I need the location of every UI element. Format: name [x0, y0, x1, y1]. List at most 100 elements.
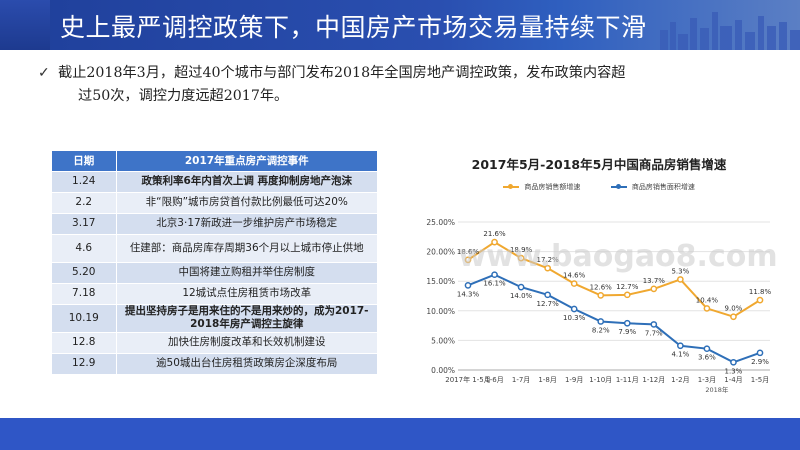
y-tick-label: 15.00% — [426, 277, 455, 286]
footer-bar — [0, 418, 800, 450]
y-tick-label: 5.00% — [431, 336, 455, 345]
x-tick-label: 1-3月 — [698, 376, 716, 384]
legend-item-sales-area: 商品房销售面积增速 — [610, 182, 695, 192]
y-tick-label: 0.00% — [431, 366, 455, 375]
data-label: 12.7% — [537, 300, 560, 308]
data-label: 17.2% — [537, 256, 560, 264]
data-point — [756, 296, 764, 304]
data-label: 9.0% — [725, 305, 743, 313]
data-label: 18.9% — [510, 246, 533, 254]
data-point — [544, 291, 551, 299]
x-tick-label: 1-6月 — [485, 376, 503, 384]
row-event: 加快住房制度改革和长效机制建设 — [116, 331, 378, 353]
row-date: 2.2 — [52, 191, 117, 213]
row-event: 住建部：商品房库存周期36个月以上城市停止供地 — [116, 233, 378, 262]
data-point — [623, 291, 631, 299]
data-point — [623, 319, 631, 327]
column-header-event: 2017年重点房产调控事件 — [116, 151, 378, 171]
data-label: 1.3% — [725, 367, 743, 375]
x-tick-label: 1-8月 — [538, 376, 556, 384]
legend-swatch-blue — [610, 184, 627, 189]
data-point — [570, 280, 578, 287]
row-event: 政策利率6年内首次上调 再度抑制房地产泡沫 — [116, 170, 378, 192]
table-row: 12.8 加快住房制度改革和长效机制建设 — [52, 331, 378, 353]
watermark-text: www.baogao8.com — [458, 239, 777, 274]
x-tick-label: 1-12月 — [642, 376, 665, 384]
data-point — [650, 285, 658, 293]
data-label: 18.6% — [457, 248, 480, 256]
series-line-1 — [467, 273, 761, 364]
x-tick-label: 1-10月 — [589, 376, 612, 384]
data-point — [464, 281, 472, 289]
row-date: 12.8 — [52, 331, 117, 353]
row-date: 12.9 — [52, 352, 117, 374]
data-point — [570, 305, 578, 313]
table-row: 10.19 提出坚持房子是用来住的不是用来炒的，成为2017-2018年房产调控主… — [52, 303, 378, 332]
data-label: 7.9% — [618, 328, 636, 336]
summary-line-1: 截止2018年3月，超过40个城市与部门发布2018年全国房地产调控政策，发布政… — [58, 65, 626, 81]
legend-label: 商品房销售额增速 — [524, 183, 581, 191]
data-label: 11.8% — [749, 288, 772, 296]
table-header-row: 日期 2017年重点房产调控事件 — [52, 151, 378, 171]
table-row: 12.9 逾50城出台住房租赁政策房企深度布局 — [52, 352, 378, 374]
table-row: 1.24 政策利率6年内首次上调 再度抑制房地产泡沫 — [52, 170, 378, 192]
x-group-label: 2018年 — [705, 385, 729, 394]
table-row: 7.18 12城试点住房租赁市场改革 — [52, 282, 378, 304]
data-label: 8.2% — [592, 326, 610, 334]
data-point — [464, 256, 472, 264]
row-date: 3.17 — [52, 212, 117, 234]
data-label: 13.7% — [643, 277, 666, 285]
checkmark-icon: ✓ — [38, 65, 50, 81]
x-tick-label: 1-11月 — [616, 376, 639, 384]
x-tick-label: 1-2月 — [671, 376, 689, 384]
data-point — [703, 305, 711, 312]
y-tick-label: 20.00% — [426, 248, 455, 257]
row-date: 4.6 — [52, 233, 117, 262]
data-point — [730, 313, 737, 321]
data-label: 4.1% — [671, 351, 689, 359]
data-label: 10.4% — [696, 296, 719, 304]
header-accent — [0, 0, 50, 50]
header-banner: 史上最严调控政策下，中国房产市场交易量持续下滑 — [0, 0, 800, 50]
table-body: 1.24 政策利率6年内首次上调 再度抑制房地产泡沫 2.2 非“限购”城市房贷首付款… — [52, 170, 378, 374]
data-point — [544, 264, 551, 272]
data-label: 21.6% — [483, 230, 506, 238]
series-line-0 — [467, 240, 761, 318]
legend-swatch-orange — [503, 184, 520, 189]
data-point — [677, 342, 684, 350]
table-row: 5.20 中国将建立购租并举住房制度 — [52, 261, 378, 283]
data-point — [730, 358, 737, 366]
data-point — [517, 254, 525, 262]
row-date: 5.20 — [52, 261, 117, 283]
table-row: 2.2 非“限购”城市房贷首付款比例最低可达20% — [52, 191, 378, 213]
page-title: 史上最严调控政策下，中国房产市场交易量持续下滑 — [60, 13, 647, 42]
data-point — [703, 345, 711, 353]
column-header-date: 日期 — [52, 151, 117, 171]
chart-title: 2017年5月-2018年5月中国商品房销售增速 — [471, 157, 727, 172]
data-point — [756, 349, 764, 357]
chart-plot: 0.00% 5.00% 10.00% 15.00% 20.00% 25.00% 2017年 … — [426, 218, 777, 394]
data-point — [677, 276, 684, 283]
data-label: 3.6% — [698, 354, 716, 362]
y-tick-label: 10.00% — [426, 307, 455, 316]
x-tick-label: 2017年 1-5月 — [445, 375, 490, 384]
data-point — [597, 292, 605, 299]
data-label: 14.0% — [510, 292, 533, 300]
data-label: 14.6% — [563, 272, 586, 280]
summary-bullet: ✓ 截止2018年3月，超过40个城市与部门发布2018年全国房地产调控政策，发… — [38, 62, 748, 108]
row-event: 北京3·17新政进一步维护房产市场稳定 — [116, 212, 378, 234]
data-label: 16.1% — [483, 280, 506, 288]
city-skyline-image — [660, 12, 800, 50]
row-date: 7.18 — [52, 282, 117, 304]
row-date: 1.24 — [52, 170, 117, 192]
data-label: 14.3% — [457, 290, 480, 298]
row-event: 逾50城出台住房租赁政策房企深度布局 — [116, 352, 378, 374]
row-date: 10.19 — [52, 303, 117, 332]
data-label: 12.7% — [616, 283, 639, 291]
x-tick-label: 1-4月 — [724, 376, 742, 384]
data-point — [491, 271, 498, 279]
data-point — [650, 321, 658, 328]
data-point — [491, 238, 498, 246]
row-event: 中国将建立购租并举住房制度 — [116, 261, 378, 283]
x-tick-label: 1-7月 — [512, 376, 530, 384]
